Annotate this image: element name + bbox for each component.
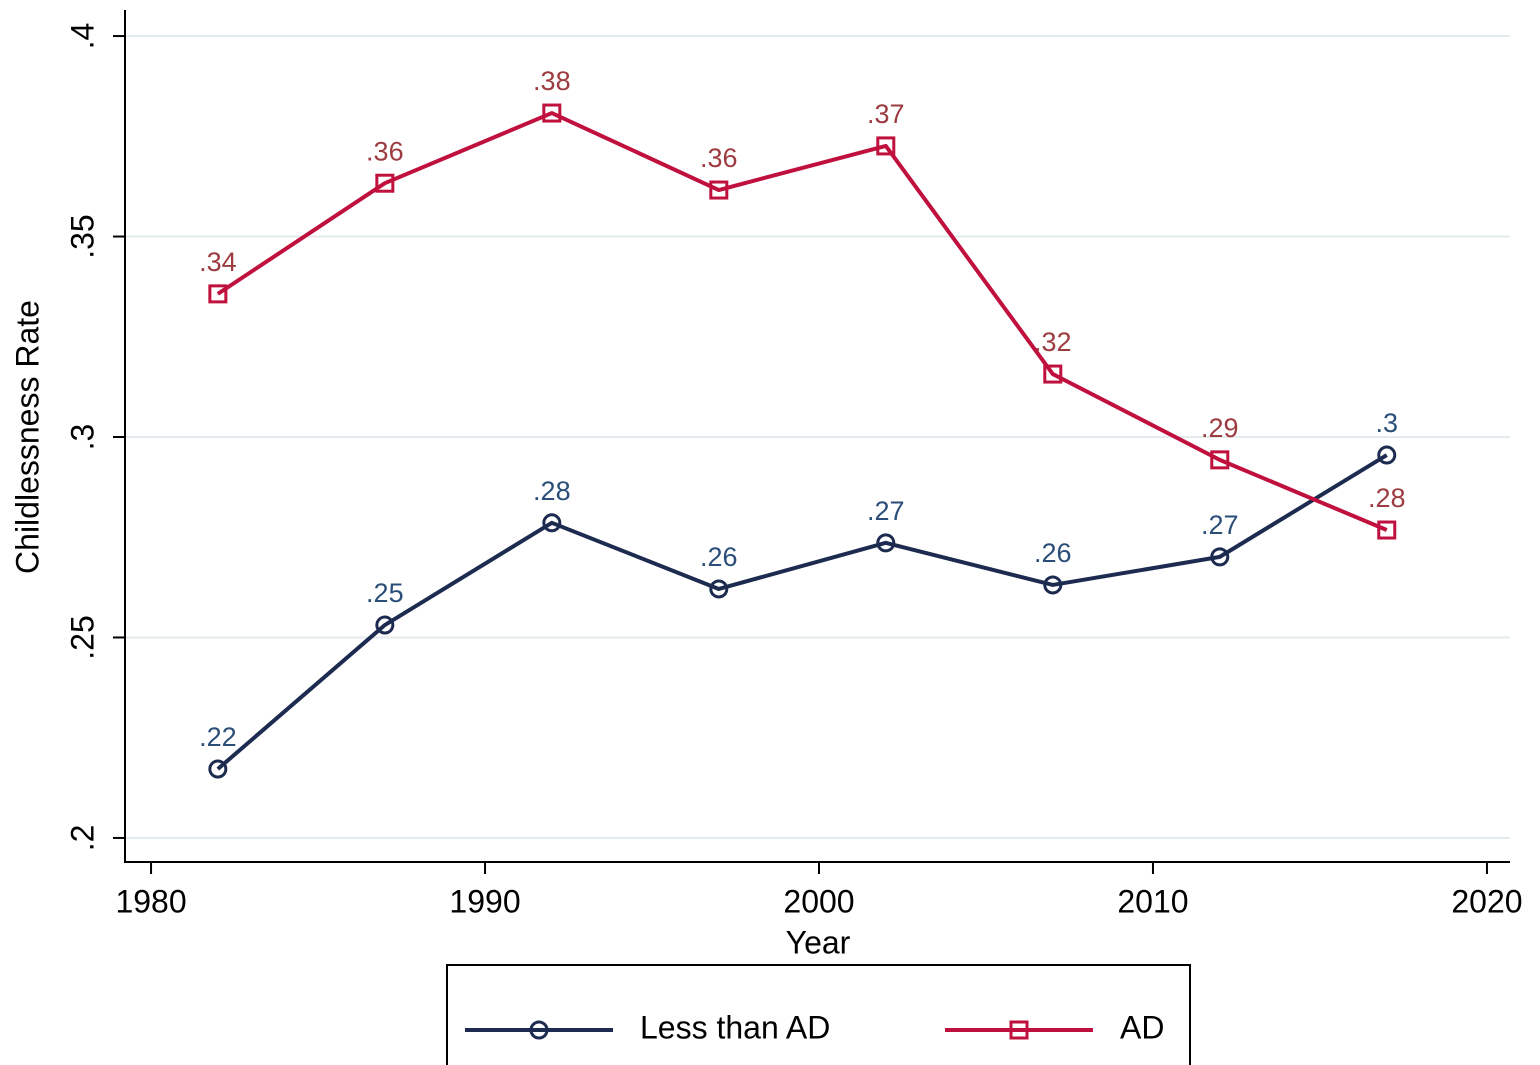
point	[1377, 445, 1397, 465]
y-tick-label: .4	[64, 23, 100, 50]
x-tick-label: 2010	[1117, 883, 1188, 919]
legend-marker	[1009, 1020, 1029, 1040]
legend-label: Less than AD	[640, 1009, 830, 1045]
value-label: .38	[533, 66, 571, 96]
value-label: .25	[366, 578, 404, 608]
point	[709, 579, 729, 599]
value-label: .29	[1201, 413, 1239, 443]
x-tick-label: 1990	[449, 883, 520, 919]
x-tick-label: 1980	[115, 883, 186, 919]
point	[208, 759, 228, 779]
point	[1210, 450, 1230, 470]
y-tick-label: .2	[64, 825, 100, 852]
point	[1210, 547, 1230, 567]
x-tick-label: 2000	[783, 883, 854, 919]
value-label: .27	[867, 496, 905, 526]
point	[876, 533, 896, 553]
point	[375, 173, 395, 193]
y-axis-title: Childlessness Rate	[9, 300, 45, 574]
point	[542, 513, 562, 533]
legend-box	[446, 964, 1191, 1065]
value-label: .34	[199, 247, 237, 277]
value-label: .28	[1368, 483, 1406, 513]
point	[1043, 575, 1063, 595]
point	[208, 284, 228, 304]
value-label: .27	[1201, 510, 1239, 540]
value-label: .28	[533, 476, 571, 506]
value-label: .22	[199, 722, 237, 752]
value-label: .26	[700, 542, 738, 572]
x-axis-title: Year	[786, 924, 851, 960]
value-label: .3	[1375, 408, 1398, 438]
value-label: .26	[1034, 538, 1072, 568]
y-tick-label: .3	[64, 424, 100, 451]
point	[1377, 520, 1397, 540]
point	[542, 103, 562, 123]
series-line	[216, 453, 1388, 771]
legend-marker	[529, 1020, 549, 1040]
value-label: .36	[700, 143, 738, 173]
legend-label: AD	[1120, 1009, 1164, 1045]
point	[709, 180, 729, 200]
value-label: .36	[366, 136, 404, 166]
y-tick-label: .35	[64, 214, 100, 258]
series-line	[216, 111, 1388, 532]
point	[1043, 364, 1063, 384]
point	[876, 136, 896, 156]
y-tick-label: .25	[64, 615, 100, 659]
value-label: .32	[1034, 327, 1072, 357]
x-tick-label: 2020	[1451, 883, 1522, 919]
point	[375, 615, 395, 635]
value-label: .37	[867, 99, 905, 129]
